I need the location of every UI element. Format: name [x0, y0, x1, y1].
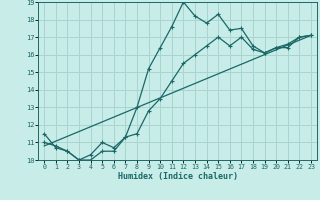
X-axis label: Humidex (Indice chaleur): Humidex (Indice chaleur) — [118, 172, 238, 181]
